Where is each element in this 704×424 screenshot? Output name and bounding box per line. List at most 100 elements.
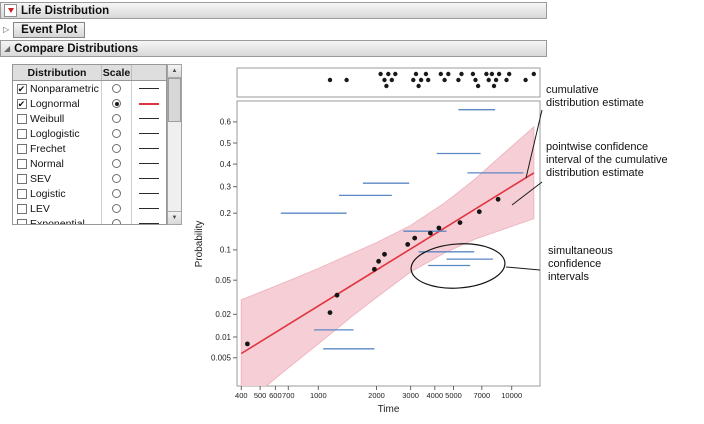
event-plot-point[interactable] [426, 77, 431, 83]
scale-radio[interactable] [112, 159, 121, 168]
scale-radio[interactable] [112, 174, 121, 183]
distribution-checkbox[interactable] [16, 173, 27, 184]
event-plot-point[interactable] [456, 77, 461, 83]
distribution-row-lev[interactable]: LEV [13, 201, 166, 216]
event-plot-title[interactable]: Event Plot [13, 22, 86, 38]
event-plot-point[interactable] [475, 83, 481, 89]
probability-plot-canvas[interactable]: 0.6 0.5 0.4 0.3 0.2 0.1 0.05 0.02 0.01 0.005 400 50… [190, 60, 704, 424]
distribution-checkbox[interactable] [16, 143, 27, 154]
event-plot-point[interactable] [486, 77, 491, 83]
event-plot-point[interactable] [384, 83, 389, 89]
scale-line-swatch [139, 208, 159, 209]
event-plot-point[interactable] [416, 83, 421, 89]
event-plot-point[interactable] [442, 77, 447, 83]
scale-radio[interactable] [112, 84, 121, 93]
scrollbar-up-arrow-icon[interactable]: ▲ [168, 65, 181, 78]
nonparametric-point[interactable] [372, 266, 377, 272]
nonparametric-point[interactable] [428, 230, 433, 236]
y-tick-label: 0.4 [220, 160, 232, 169]
distribution-row-weibull[interactable]: Weibull [13, 111, 166, 126]
scale-radio[interactable] [112, 204, 121, 213]
event-plot-point[interactable] [382, 77, 387, 83]
distribution-row-sev[interactable]: SEV [13, 171, 166, 186]
nonparametric-point[interactable] [376, 258, 381, 264]
event-plot-point[interactable] [470, 71, 476, 77]
event-plot-point[interactable] [344, 77, 349, 83]
event-plot-point[interactable] [531, 71, 536, 77]
event-plot-point[interactable] [393, 71, 398, 77]
distribution-checkbox[interactable]: ✔ [16, 98, 27, 109]
distribution-row-lognormal[interactable]: ✔ Lognormal [13, 96, 166, 111]
scale-line-swatch [139, 118, 159, 119]
distribution-row-frechet[interactable]: Frechet [13, 141, 166, 156]
distribution-checkbox[interactable] [16, 158, 27, 169]
red-triangle-icon [7, 8, 14, 13]
event-plot-point[interactable] [423, 71, 429, 77]
event-plot-point[interactable] [389, 77, 394, 83]
scale-radio[interactable] [112, 114, 121, 123]
event-plot-point[interactable] [489, 71, 495, 77]
compare-distributions-header-bar[interactable]: ◢ Compare Distributions [0, 40, 547, 57]
annotation-cumulative: cumulative distribution estimate [546, 84, 644, 109]
nonparametric-point[interactable] [245, 341, 250, 347]
scale-line-swatch [139, 88, 159, 89]
distribution-checkbox[interactable] [16, 188, 27, 199]
distribution-checkbox[interactable] [16, 203, 27, 214]
disclosure-open-icon[interactable]: ◢ [4, 43, 11, 53]
scale-radio[interactable] [112, 129, 121, 138]
event-plot-point[interactable] [386, 71, 391, 77]
nonparametric-point[interactable] [327, 310, 333, 315]
event-plot-point[interactable] [523, 77, 528, 83]
nonparametric-point[interactable] [457, 220, 463, 226]
distribution-row-loglogistic[interactable]: Loglogistic [13, 126, 166, 141]
event-plot-point[interactable] [446, 71, 451, 77]
distribution-checkbox[interactable] [16, 218, 27, 224]
scale-radio[interactable] [112, 219, 121, 224]
nonparametric-estimate-points [245, 196, 501, 347]
nonparametric-point[interactable] [412, 235, 418, 241]
nonparametric-point[interactable] [495, 196, 501, 202]
event-plot-point[interactable] [473, 77, 478, 83]
event-plot-point[interactable] [438, 71, 443, 77]
nonparametric-point[interactable] [382, 251, 387, 257]
scale-radio[interactable] [112, 189, 121, 198]
red-triangle-menu-button[interactable] [4, 4, 17, 17]
event-plot-point[interactable] [418, 77, 424, 83]
scale-radio[interactable] [112, 99, 121, 108]
scale-radio[interactable] [112, 144, 121, 153]
event-plot-point[interactable] [327, 77, 333, 83]
annotation-pointwise: pointwise confidence interval of the cumu… [546, 141, 668, 179]
life-distribution-header-bar[interactable]: Life Distribution [0, 2, 547, 19]
event-plot-point[interactable] [484, 71, 489, 77]
nonparametric-point[interactable] [405, 242, 411, 247]
distribution-checkbox[interactable]: ✔ [16, 83, 27, 94]
scrollbar-down-arrow-icon[interactable]: ▼ [168, 211, 181, 224]
distribution-label: Lognormal [30, 96, 102, 111]
event-plot-point[interactable] [411, 77, 416, 83]
scrollbar-thumb[interactable] [168, 78, 181, 122]
distribution-row-normal[interactable]: Normal [13, 156, 166, 171]
scale-line-swatch [139, 148, 159, 149]
nonparametric-point[interactable] [436, 225, 442, 231]
nonparametric-point[interactable] [476, 209, 482, 215]
distribution-row-nonparametric[interactable]: ✔ Nonparametric [13, 81, 166, 96]
event-plot-point[interactable] [493, 77, 499, 83]
distribution-checkbox[interactable] [16, 128, 27, 139]
event-plot-point[interactable] [504, 77, 509, 83]
table-scrollbar[interactable]: ▲ ▼ [167, 64, 182, 225]
distribution-row-logistic[interactable]: Logistic [13, 186, 166, 201]
event-plot-point[interactable] [413, 71, 419, 77]
distribution-row-exponential[interactable]: Exponential [13, 216, 166, 224]
disclosure-closed-icon[interactable]: ▷ [3, 25, 10, 34]
distribution-checkbox[interactable] [16, 113, 27, 124]
event-plot-header[interactable]: ▷ Event Plot [3, 22, 86, 38]
lognormal-fit-line[interactable] [240, 172, 535, 355]
distribution-table-rows: ✔ Nonparametric ✔ Lognormal Weibull Loglogist… [13, 81, 166, 224]
event-plot-point[interactable] [491, 83, 497, 89]
event-plot-point[interactable] [496, 71, 502, 77]
event-plot-point[interactable] [459, 71, 464, 77]
event-plot-point[interactable] [378, 71, 383, 77]
x-tick-label: 3000 [402, 391, 419, 400]
nonparametric-point[interactable] [334, 292, 340, 298]
event-plot-point[interactable] [507, 71, 512, 77]
